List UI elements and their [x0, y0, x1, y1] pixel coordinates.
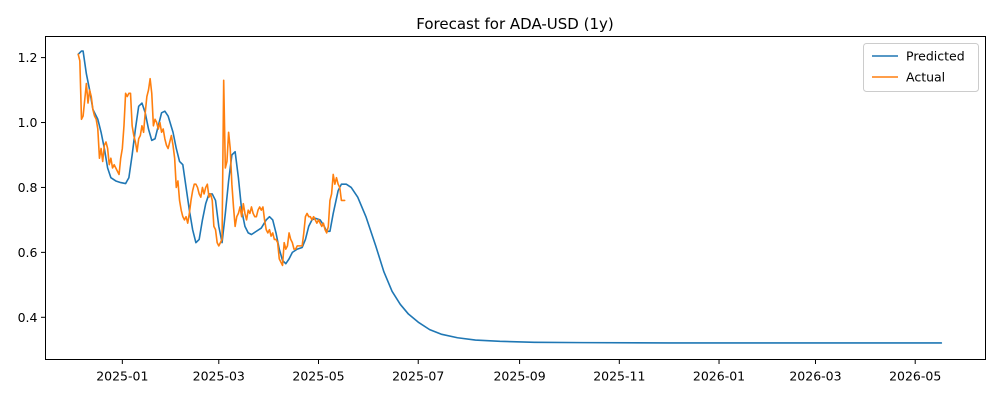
x-tick-label: 2025-01 — [96, 369, 148, 384]
series-line-predicted — [77, 50, 943, 344]
x-tick-label: 2025-05 — [292, 369, 344, 384]
x-axis: 2025-01 2025-03 2025-05 2025-07 2025-09 2025-… — [96, 359, 941, 384]
x-tick-label: 2026-05 — [889, 369, 941, 384]
x-tick-label: 2025-07 — [392, 369, 444, 384]
x-tick-label: 2026-03 — [789, 369, 841, 384]
y-tick-label: 0.4 — [18, 310, 38, 325]
y-tick-label: 1.2 — [18, 50, 38, 65]
x-tick-label: 2025-03 — [193, 369, 245, 384]
x-tick-label: 2025-09 — [493, 369, 545, 384]
legend: Predicted Actual — [863, 43, 979, 92]
y-tick-label: 0.6 — [18, 245, 38, 260]
legend-label-predicted: Predicted — [906, 49, 965, 64]
legend-label-actual: Actual — [906, 70, 945, 85]
series-line-actual — [77, 53, 346, 267]
y-tick-label: 0.8 — [18, 180, 38, 195]
x-tick-label: 2026-01 — [693, 369, 745, 384]
chart-title: Forecast for ADA-USD (1y) — [416, 15, 613, 33]
y-axis: 0.4 0.6 0.8 1.0 1.2 — [18, 50, 46, 325]
x-tick-label: 2025-11 — [593, 369, 645, 384]
y-tick-label: 1.0 — [18, 115, 38, 130]
series-layer — [77, 50, 943, 344]
plot-frame — [45, 36, 986, 360]
